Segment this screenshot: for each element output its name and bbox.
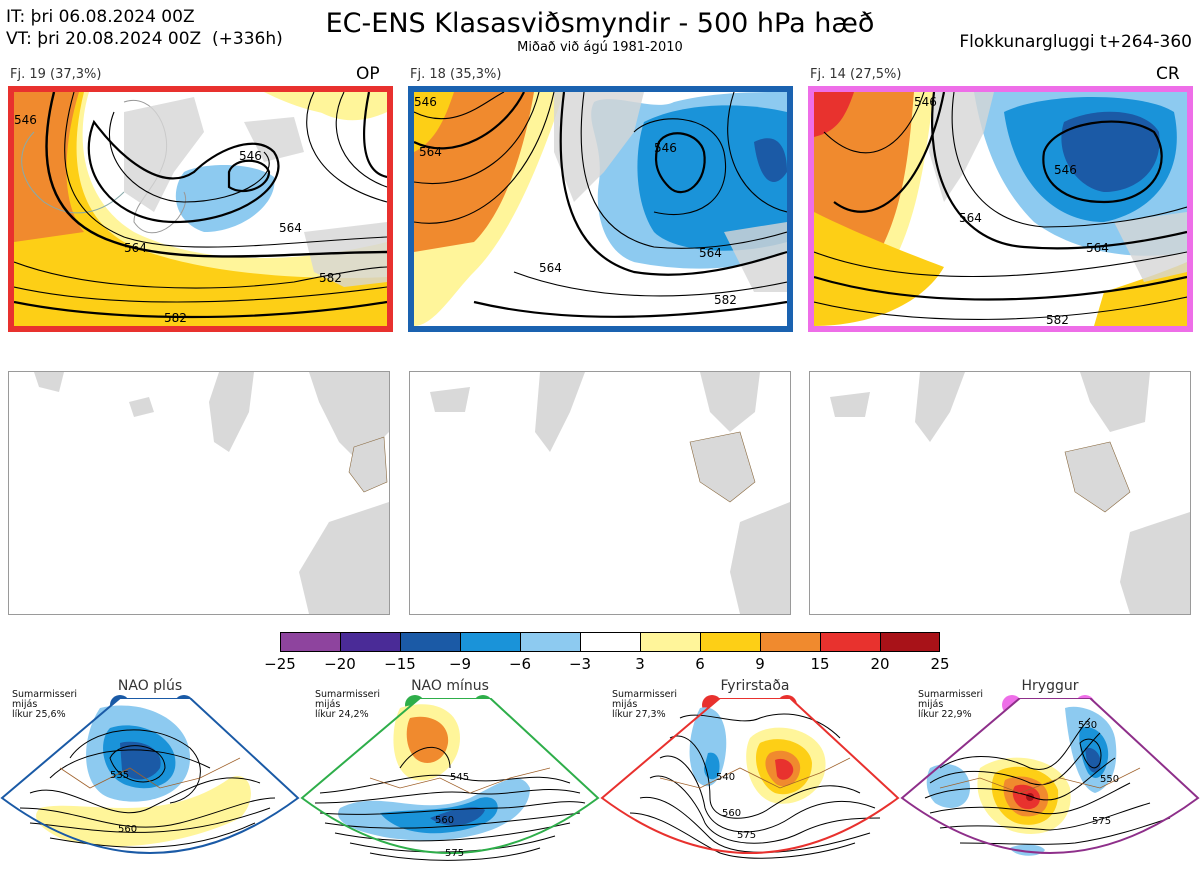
contour-label: 564 — [419, 145, 442, 159]
contour-label: 546 — [1054, 163, 1077, 177]
regime-info: Sumarmisseri mijás líkur 27,3% — [612, 689, 678, 720]
regime-map: 540 560 575 — [600, 698, 900, 859]
cluster-1-tag: OP — [356, 64, 380, 84]
contour-label: 582 — [714, 293, 737, 307]
colorbar-tick-label: 9 — [755, 655, 765, 673]
regime-info: Sumarmisseri mijás líkur 25,6% — [12, 689, 78, 720]
cluster-3-map: 546 546 564 564 582 — [808, 86, 1193, 332]
regime-title: Fyrirstaða — [720, 678, 790, 694]
colorbar-tick-label: −20 — [324, 655, 356, 673]
cluster-3-field: 546 546 564 564 582 — [814, 92, 1187, 326]
contour-label: 582 — [1046, 313, 1069, 326]
colorbar-swatch — [460, 632, 520, 652]
regime-map: 545 560 575 — [300, 698, 600, 861]
contour-label: 535 — [110, 770, 129, 781]
colorbar-swatch — [340, 632, 400, 652]
run-info: IT: þri 06.08.2024 00Z VT: þri 20.08.2024… — [6, 6, 283, 50]
cluster-2-basemap — [409, 371, 791, 615]
colorbar-tick-label: 20 — [870, 655, 890, 673]
climatology-subtitle: Miðað við ágú 1981-2010 — [517, 40, 683, 55]
regime-info: Sumarmisseri mijás líkur 24,2% — [315, 689, 381, 720]
colorbar-swatch — [580, 632, 640, 652]
anomaly-colorbar — [280, 632, 940, 652]
cluster-2-label: Fj. 18 (35,3%) — [410, 67, 502, 82]
contour-label: 564 — [959, 211, 982, 225]
page-title: EC-ENS Klasasviðsmyndir - 500 hPa hæð — [325, 8, 875, 39]
colorbar-swatch — [760, 632, 820, 652]
contour-label: 540 — [716, 772, 735, 783]
contour-label: 560 — [118, 824, 137, 835]
contour-label: 582 — [319, 271, 342, 285]
colorbar-swatches — [280, 632, 940, 652]
contour-label: 546 — [239, 149, 262, 163]
regime-title: Hryggur — [1021, 678, 1079, 694]
regime-map: 530 550 575 — [900, 698, 1200, 856]
contour-label: 546 — [14, 113, 37, 127]
colorbar-tick-label: 15 — [810, 655, 830, 673]
regime-info: Sumarmisseri mijás líkur 22,9% — [918, 689, 984, 720]
colorbar-swatch — [820, 632, 880, 652]
contour-label: 530 — [1078, 720, 1097, 731]
cluster-2-map: 546 564 546 564 564 582 — [408, 86, 793, 332]
contour-label: 564 — [279, 221, 302, 235]
colorbar-swatch — [880, 632, 940, 652]
contour-label: 564 — [539, 261, 562, 275]
contour-label: 575 — [737, 830, 756, 841]
cluster-1-label: Fj. 19 (37,3%) — [10, 67, 102, 82]
cluster-1-basemap — [8, 371, 390, 615]
contour-label: 564 — [124, 241, 147, 255]
cluster-2-field: 546 564 546 564 564 582 — [414, 92, 787, 326]
regime-ridge: Sumarmisseri mijás líkur 22,9% Hryggur 5… — [900, 678, 1200, 871]
cluster-3-basemap — [809, 371, 1191, 615]
colorbar-tick-label: −25 — [264, 655, 296, 673]
regime-nao-plus: Sumarmisseri mijás líkur 25,6% NAO plús … — [0, 678, 300, 871]
contour-label: 564 — [699, 246, 722, 260]
colorbar-swatch — [520, 632, 580, 652]
colorbar-tick-label: −15 — [384, 655, 416, 673]
cluster-1-field: 546 546 564 564 582 582 — [14, 92, 387, 326]
contour-label: 545 — [450, 772, 469, 783]
regime-nao-minus: Sumarmisseri mijás líkur 24,2% NAO mínus… — [300, 678, 600, 871]
colorbar-swatch — [400, 632, 460, 652]
colorbar-tick-label: −3 — [568, 655, 592, 673]
cluster-1-map: 546 546 564 564 582 582 — [8, 86, 393, 332]
regime-title: NAO mínus — [411, 678, 489, 694]
colorbar-tick-label: −9 — [448, 655, 472, 673]
colorbar-swatch — [700, 632, 760, 652]
colorbar-tick-label: 6 — [695, 655, 705, 673]
contour-label: 546 — [654, 141, 677, 155]
colorbar-swatch — [280, 632, 340, 652]
contour-label: 550 — [1100, 774, 1119, 785]
colorbar-tick-label: 3 — [635, 655, 645, 673]
valid-time: VT: þri 20.08.2024 00Z (+336h) — [6, 29, 283, 49]
colorbar-tick-label: 25 — [930, 655, 950, 673]
contour-label: 546 — [914, 95, 937, 109]
cluster-3-label: Fj. 14 (27,5%) — [810, 67, 902, 82]
regime-title: NAO plús — [117, 678, 183, 694]
contour-label: 575 — [1092, 816, 1111, 827]
regime-blocking: Sumarmisseri mijás líkur 27,3% Fyrirstað… — [600, 678, 900, 871]
colorbar-swatch — [640, 632, 700, 652]
colorbar-ticks: −25 −20 −15 −9 −6 −3 3 6 9 15 20 25 — [264, 655, 949, 675]
clustering-window: Flokkunargluggi t+264-360 — [959, 32, 1192, 52]
contour-label: 582 — [164, 311, 187, 325]
contour-label: 564 — [1086, 241, 1109, 255]
contour-label: 546 — [414, 95, 437, 109]
contour-label: 560 — [722, 808, 741, 819]
regime-map: 535 560 — [0, 698, 300, 854]
init-time: IT: þri 06.08.2024 00Z — [6, 7, 195, 27]
contour-label: 575 — [445, 848, 464, 859]
cluster-3-tag: CR — [1156, 64, 1180, 84]
colorbar-tick-label: −6 — [508, 655, 532, 673]
contour-label: 560 — [435, 815, 454, 826]
